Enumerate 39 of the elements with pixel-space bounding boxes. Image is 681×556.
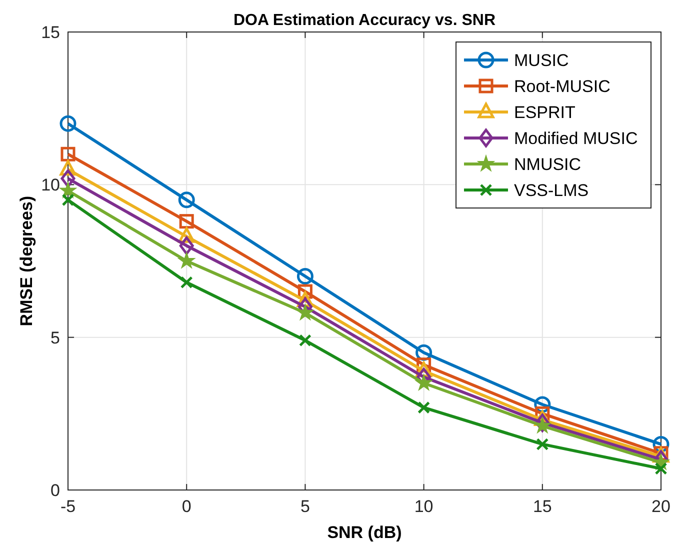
legend-label: NMUSIC (514, 155, 582, 174)
legend-label: ESPRIT (514, 103, 576, 122)
x-tick-label: 0 (182, 497, 192, 516)
x-tick-label: 5 (300, 497, 310, 516)
point (298, 334, 312, 347)
point (298, 298, 312, 316)
y-tick-label: 5 (50, 328, 60, 348)
point (179, 236, 194, 255)
point (418, 401, 430, 414)
point (179, 214, 194, 229)
x-tick-label: -5 (60, 497, 76, 516)
point (60, 146, 76, 162)
point (180, 276, 193, 289)
x-axis-title: SNR (dB) (327, 523, 402, 542)
point (296, 268, 314, 285)
point (62, 194, 74, 206)
legend-label: MUSIC (514, 51, 569, 70)
y-axis-title: RMSE (degrees) (17, 196, 36, 326)
legend-label: Modified MUSIC (514, 129, 638, 148)
point (416, 375, 432, 390)
x-tick-label: 10 (414, 497, 434, 516)
point (534, 418, 550, 433)
point (178, 252, 194, 268)
point (535, 414, 550, 432)
x-tick-label: 15 (532, 497, 552, 516)
point (536, 438, 549, 450)
y-tick-label: 0 (50, 481, 60, 500)
point (60, 169, 76, 188)
chart-title: DOA Estimation Accuracy vs. SNR (233, 12, 496, 29)
point (178, 192, 195, 208)
x-tick-label: 20 (652, 497, 670, 516)
y-tick-label: 15 (41, 23, 60, 42)
legend-label: Root-MUSIC (514, 77, 610, 96)
point (60, 115, 76, 132)
point (60, 182, 76, 198)
point (654, 462, 668, 475)
y-tick-label: 10 (41, 176, 60, 195)
legend-label: VSS-LMS (514, 181, 589, 200)
point (297, 304, 313, 320)
